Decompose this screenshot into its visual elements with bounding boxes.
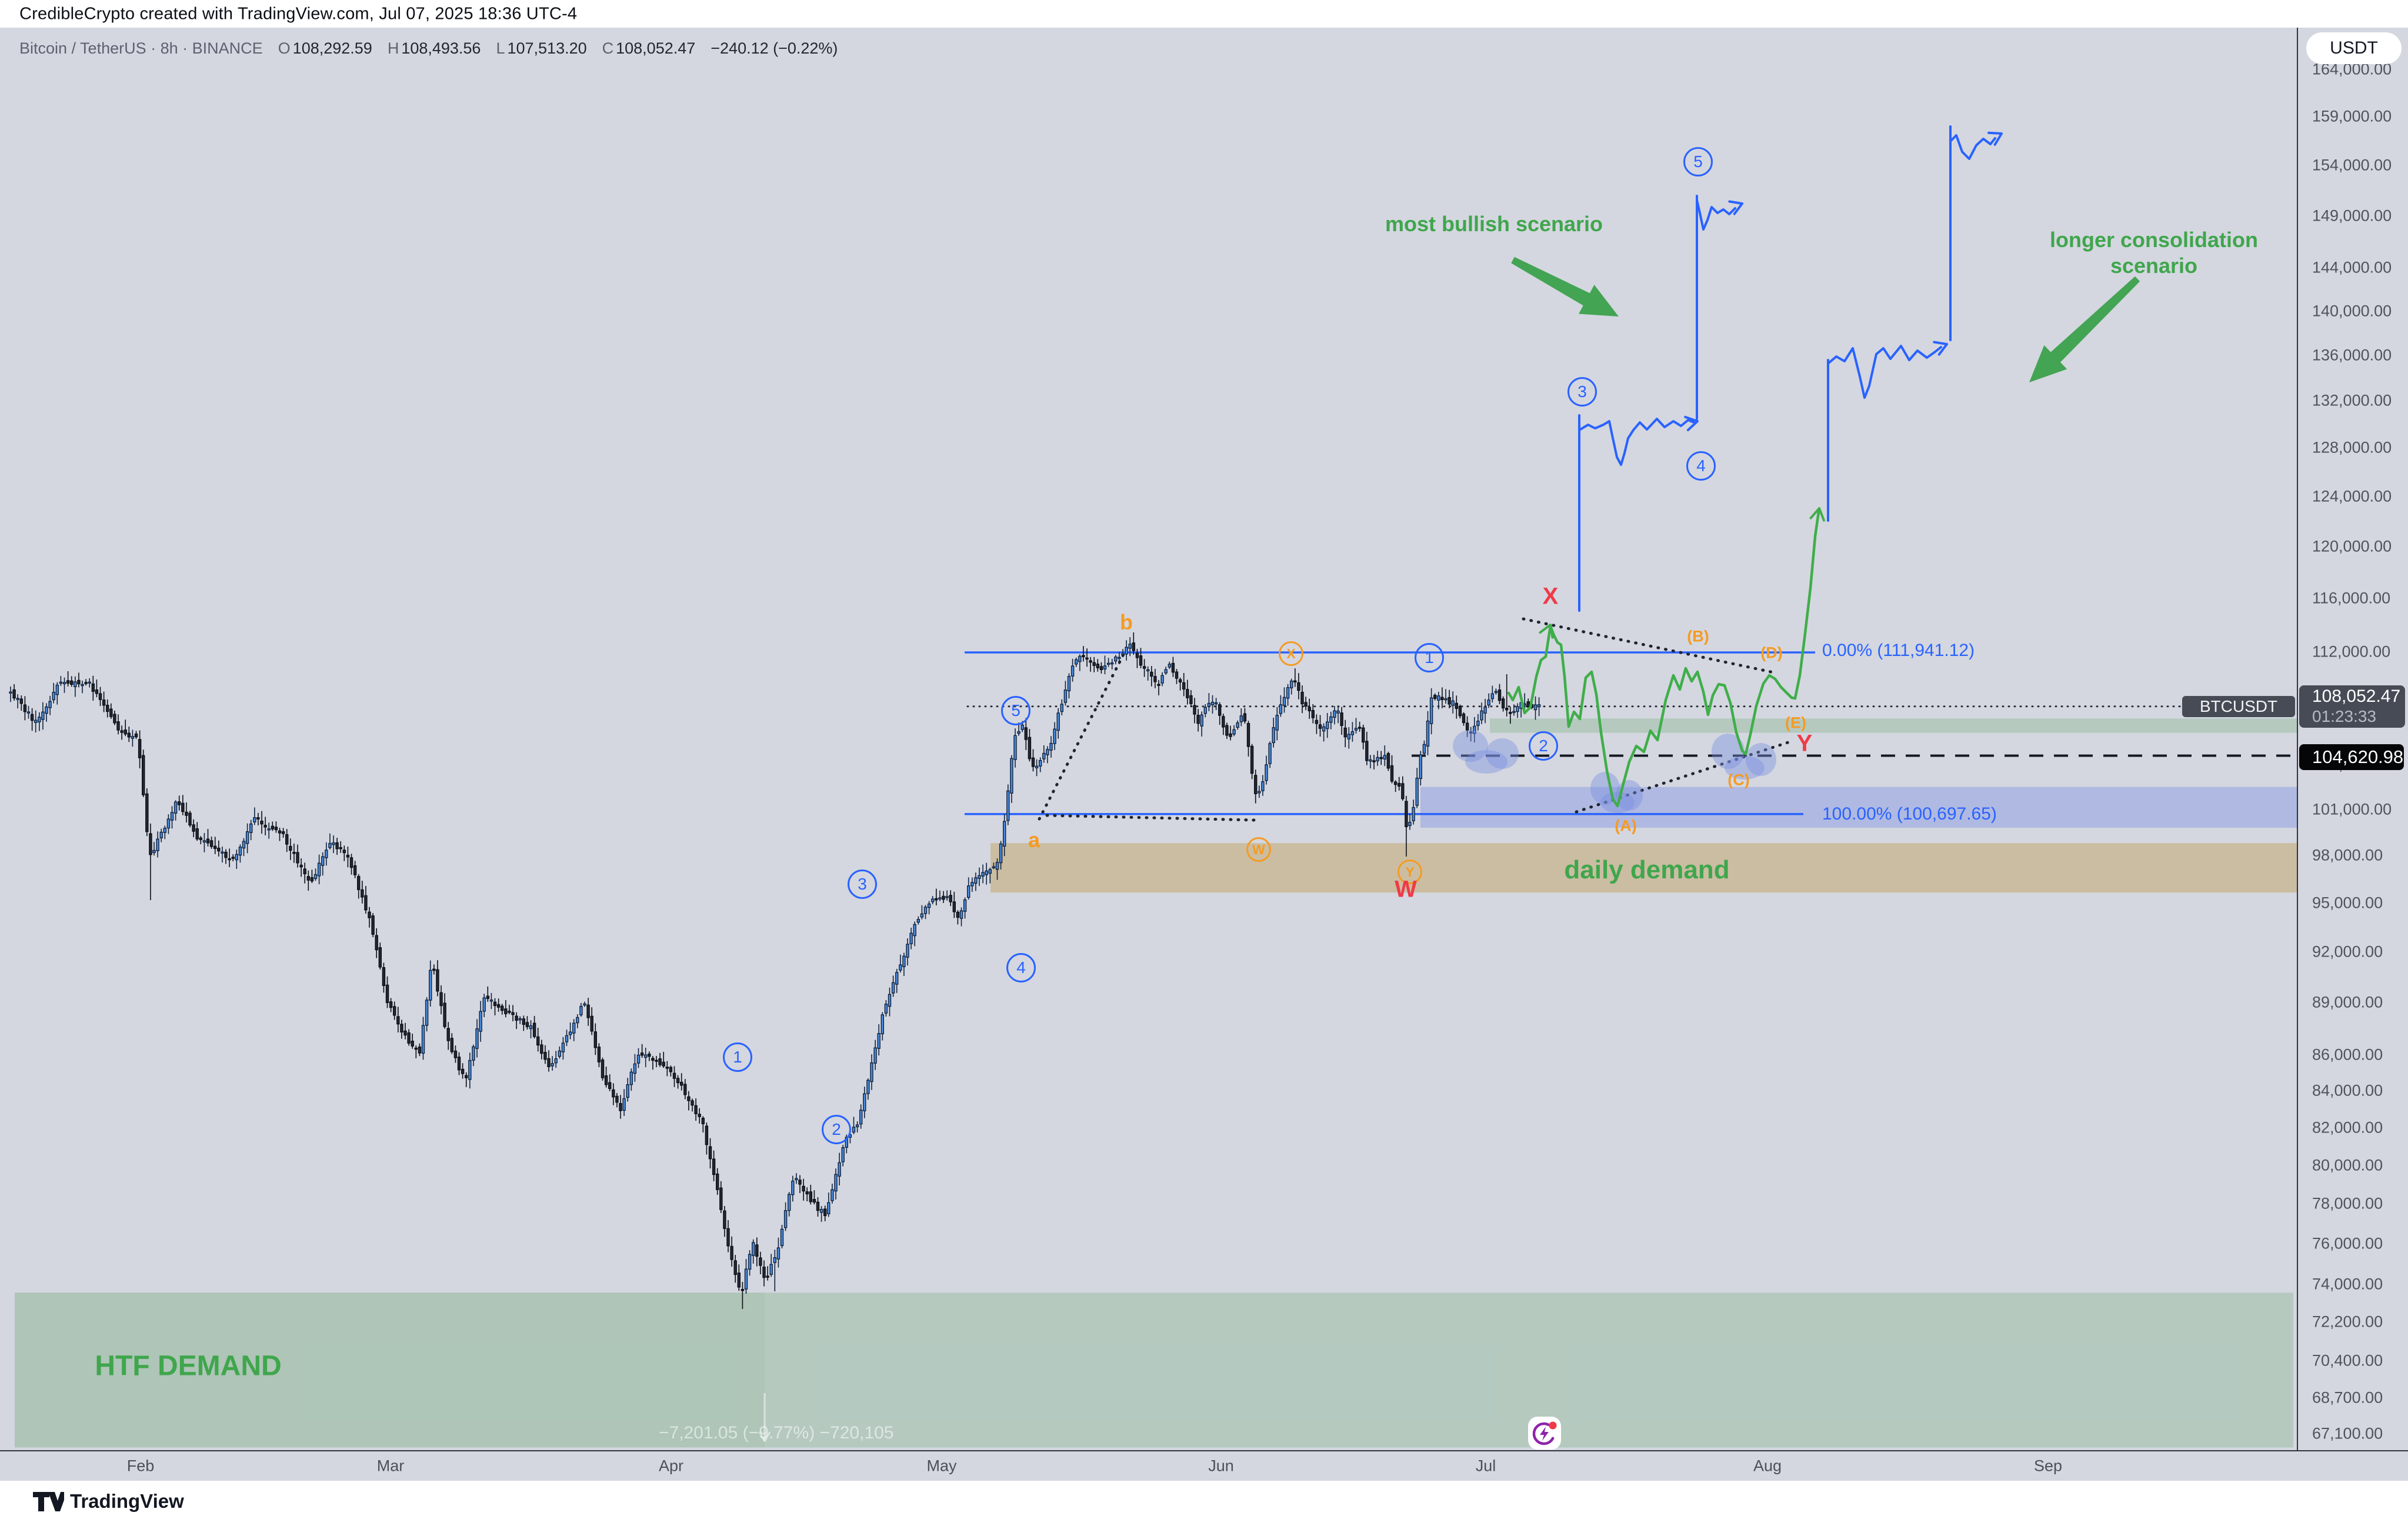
wave-label-letter-orange-a: a — [1028, 828, 1040, 852]
price-tick: 95,000.00 — [2312, 894, 2383, 912]
wave-label-circle-blue-1: 1 — [723, 1042, 752, 1072]
current-price: 108,052.47 — [2312, 686, 2401, 706]
high-label: H — [387, 39, 399, 57]
price-tick: 124,000.00 — [2312, 487, 2392, 505]
price-tick: 154,000.00 — [2312, 156, 2392, 174]
price-tick: 159,000.00 — [2312, 107, 2392, 125]
low-value: 107,513.20 — [507, 39, 587, 57]
price-tick: 120,000.00 — [2312, 537, 2392, 555]
level-price-box: 104,620.98 — [2299, 744, 2404, 770]
page-title: CredibleCrypto created with TradingView.… — [19, 4, 578, 23]
symbol-info-bar[interactable]: Bitcoin / TetherUS · 8h · BINANCE O 108,2… — [19, 36, 838, 60]
wave-label-circle-blue-5: 5 — [1001, 696, 1030, 725]
longer-consolidation-scenario-label: longer consolidation scenario — [2050, 227, 2258, 279]
price-tick: 70,400.00 — [2312, 1351, 2383, 1370]
wave-label-red-letter-W: W — [1395, 876, 1417, 902]
high-value: 108,493.56 — [401, 39, 481, 57]
wave-label-circle-blue-3: 3 — [1567, 377, 1597, 407]
measure-tool-text: −7,201.05 (−9.77%) −720,105 — [659, 1423, 894, 1443]
wave-label-paren-orange-(D): (D) — [1760, 644, 1783, 662]
wave-label-circle-orange-Y: Y — [1398, 860, 1422, 884]
current-price-box: 108,052.47 01:23:33 — [2299, 685, 2405, 728]
lightning-icon — [1532, 1421, 1557, 1445]
price-tick: 132,000.00 — [2312, 391, 2392, 409]
price-tick: 78,000.00 — [2312, 1194, 2383, 1212]
price-tick: 76,000.00 — [2312, 1234, 2383, 1252]
wave-label-circle-blue-4: 4 — [1686, 451, 1716, 481]
low-label: L — [496, 39, 505, 57]
wave-label-circle-blue-2: 2 — [1529, 731, 1558, 761]
month-label-mar: Mar — [376, 1457, 405, 1475]
fib-hundred-label: 100.00% (100,697.65) — [1822, 804, 1997, 824]
price-tick: 74,000.00 — [2312, 1275, 2383, 1293]
close-label: C — [602, 39, 614, 57]
title-bar: CredibleCrypto created with TradingView.… — [0, 0, 2408, 28]
wave-label-circle-blue-5: 5 — [1683, 147, 1713, 176]
price-tick: 144,000.00 — [2312, 258, 2392, 277]
price-tick: 149,000.00 — [2312, 206, 2392, 225]
lightning-badge[interactable] — [1528, 1417, 1561, 1450]
chart-background — [0, 28, 2297, 1450]
price-tick: 98,000.00 — [2312, 846, 2383, 864]
price-tick: 136,000.00 — [2312, 346, 2392, 364]
currency-toggle-button[interactable]: USDT — [2306, 32, 2402, 64]
price-tick: 89,000.00 — [2312, 993, 2383, 1011]
price-tick: 68,700.00 — [2312, 1388, 2383, 1407]
htf-demand-label: HTF DEMAND — [95, 1350, 282, 1382]
wave-label-red-letter-X: X — [1542, 583, 1559, 609]
open-label: O — [278, 39, 291, 57]
time-scale[interactable]: Feb Mar Apr May Jun Jul Aug Sep — [0, 1450, 2408, 1481]
daily-demand-label: daily demand — [1564, 855, 1730, 884]
wave-label-circle-blue-2: 2 — [822, 1115, 851, 1144]
month-label-may: May — [926, 1457, 957, 1475]
month-label-feb: Feb — [126, 1457, 155, 1475]
price-tick: 67,100.00 — [2312, 1424, 2383, 1443]
symbol-name[interactable]: Bitcoin / TetherUS · 8h · BINANCE — [19, 39, 263, 57]
close-value: 108,052.47 — [616, 39, 696, 57]
tradingview-logo-text: TradingView — [70, 1490, 184, 1512]
month-label-jun: Jun — [1208, 1457, 1234, 1475]
wave-label-circle-orange-W: W — [1246, 837, 1271, 862]
price-scale[interactable]: USDT 164,000.00 159,000.00 154,000.00 149,0… — [2297, 28, 2408, 1480]
wave-label-paren-orange-(B): (B) — [1687, 627, 1709, 645]
month-label-aug: Aug — [1753, 1457, 1782, 1475]
tradingview-logo[interactable]: TradingView — [32, 1490, 184, 1513]
month-label-apr: Apr — [658, 1457, 684, 1475]
wave-label-paren-orange-(A): (A) — [1615, 817, 1637, 835]
wave-label-circle-orange-X: X — [1279, 641, 1303, 666]
price-tick: 86,000.00 — [2312, 1045, 2383, 1064]
price-tick: 72,200.00 — [2312, 1313, 2383, 1331]
change-value: −240.12 (−0.22%) — [711, 39, 838, 57]
fib-zero-label: 0.00% (111,941.12) — [1822, 641, 1975, 660]
month-label-sep: Sep — [2033, 1457, 2063, 1475]
open-value: 108,292.59 — [292, 39, 372, 57]
price-tick: 101,000.00 — [2312, 800, 2392, 818]
wave-label-paren-orange-(C): (C) — [1727, 771, 1750, 789]
wave-label-circle-blue-3: 3 — [848, 870, 877, 899]
month-label-jul: Jul — [1475, 1457, 1496, 1475]
wave-label-paren-orange-(E): (E) — [1785, 714, 1806, 732]
price-tick: 82,000.00 — [2312, 1118, 2383, 1137]
wave-label-letter-orange-b: b — [1120, 610, 1133, 634]
price-tick: 84,000.00 — [2312, 1081, 2383, 1100]
wave-label-circle-blue-1: 1 — [1415, 643, 1444, 672]
wave-label-circle-blue-4: 4 — [1006, 953, 1036, 982]
wave-label-red-letter-Y: Y — [1796, 730, 1813, 757]
price-tick: 112,000.00 — [2312, 642, 2391, 661]
price-tick: 92,000.00 — [2312, 942, 2383, 961]
most-bullish-scenario-label: most bullish scenario — [1385, 212, 1603, 236]
longer-consolidation-line2: scenario — [2110, 254, 2198, 278]
price-tick: 140,000.00 — [2312, 302, 2392, 320]
symbol-tag: BTCUSDT — [2182, 695, 2295, 717]
bottom-strip — [0, 1481, 2408, 1519]
bar-countdown: 01:23:33 — [2312, 707, 2376, 725]
tradingview-logo-icon — [33, 1492, 64, 1511]
price-tick: 80,000.00 — [2312, 1156, 2383, 1174]
longer-consolidation-line1: longer consolidation — [2049, 228, 2259, 252]
price-tick: 116,000.00 — [2312, 589, 2391, 607]
price-tick: 128,000.00 — [2312, 438, 2392, 457]
